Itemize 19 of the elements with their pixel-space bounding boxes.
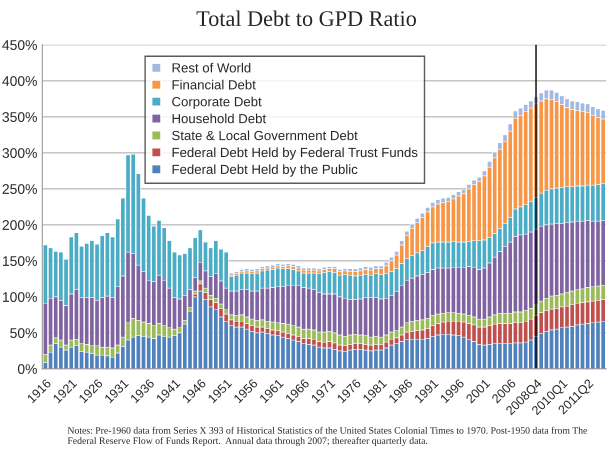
legend-label: Rest of World — [172, 62, 250, 73]
y-tick-label: 50% — [10, 328, 37, 338]
y-tick-label: 350% — [2, 112, 37, 122]
chart-title: Total Debt to GPD Ratio — [196, 10, 416, 26]
y-tick-label: 250% — [2, 184, 37, 194]
y-tick-label: 300% — [2, 148, 37, 158]
y-tick-label: 100% — [2, 292, 37, 302]
legend-label: Household Debt — [172, 114, 266, 124]
text: Notes: Pre-1960 data from Series X 393 of Historical Statistics of the United States Colonial Times to 1970. Post-1950 data from The Federal Reserve Flow of Funds Report. Annual data through 2007; thereafter quarterly data. — [68, 426, 588, 446]
y-tick-label: 200% — [2, 220, 37, 230]
legend-label: Federal Debt Held by the Public — [172, 164, 358, 177]
legend-label: Corporate Debt — [172, 96, 262, 109]
y-tick-label: 150% — [2, 256, 37, 266]
legend-label: Federal Debt Held by Federal Trust Funds — [172, 147, 418, 160]
y-tick-label: 400% — [2, 76, 37, 86]
y-tick-label: 450% — [2, 40, 37, 50]
legend-label: State & Local Government Debt — [172, 130, 358, 140]
legend-label: Financial Debt — [172, 80, 256, 90]
y-tick-label: 0% — [18, 364, 37, 374]
